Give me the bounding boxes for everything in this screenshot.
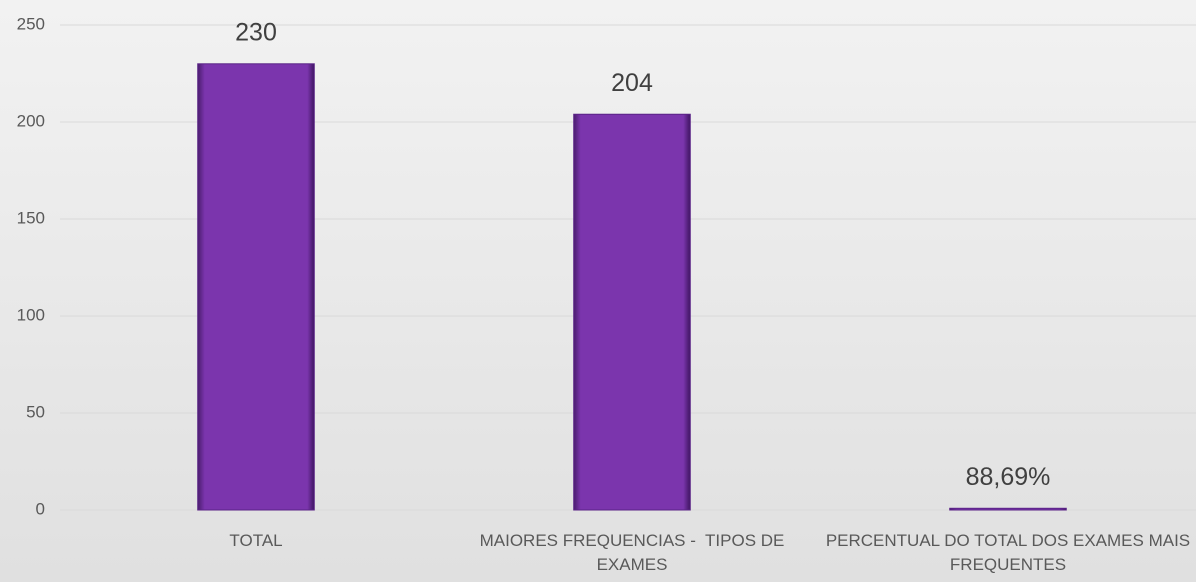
bar [573,113,691,511]
y-tick-label: 0 [36,499,45,518]
x-tick-label: MAIORES FREQUENCIAS - TIPOS DE EXAMES [479,531,790,574]
x-tick-label: TOTAL [229,531,283,550]
y-tick-label: 100 [17,305,45,324]
bar [197,63,315,511]
data-label: 88,69% [966,463,1051,491]
y-tick-label: 50 [26,402,45,421]
x-tick-label: PERCENTUAL DO TOTAL DOS EXAMES MAIS FREQ… [825,531,1195,574]
data-label: 230 [235,18,277,46]
y-tick-label: 250 [17,14,45,33]
data-label: 204 [611,69,653,97]
y-tick-label: 150 [17,208,45,227]
bar [949,507,1067,511]
y-tick-label: 200 [17,111,45,130]
